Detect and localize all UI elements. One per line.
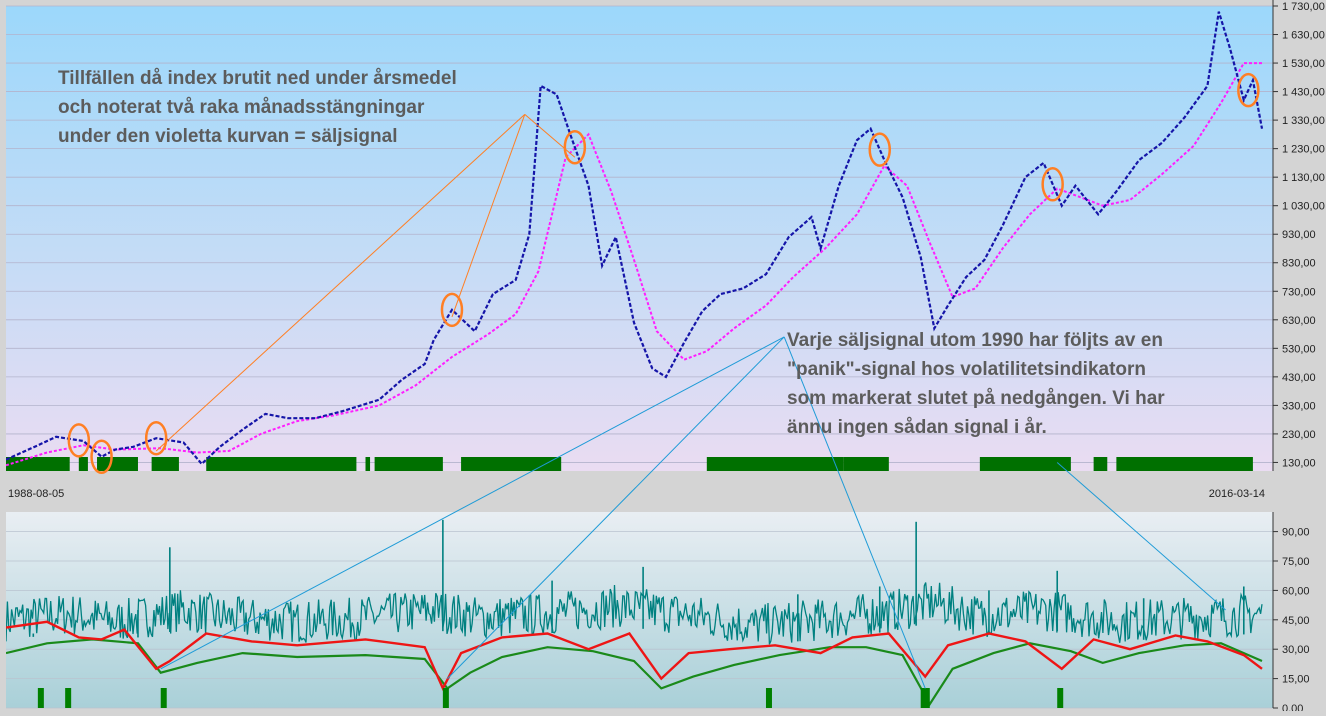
panic-pointer-line bbox=[447, 336, 785, 679]
price-tick-label: 1 330,00 bbox=[1282, 115, 1325, 127]
panic-signal-bar bbox=[65, 688, 72, 708]
green-signal-bar bbox=[1116, 457, 1253, 471]
sell-signal-markers bbox=[67, 72, 1260, 474]
volatility-series bbox=[6, 519, 1263, 707]
panic-note-line-1: Varje säljsignal utom 1990 har följts av… bbox=[787, 330, 1163, 351]
x-end-date-label: 2016-03-14 bbox=[1209, 488, 1265, 500]
green-signal-bar bbox=[365, 457, 371, 471]
sell-note-line-2: och noterat två raka månadsstängningar bbox=[58, 97, 425, 118]
price-tick-label: 1 130,00 bbox=[1282, 172, 1325, 184]
panic-signal-bar bbox=[1057, 688, 1064, 708]
price-tick-label: 430,00 bbox=[1282, 372, 1316, 384]
volatility-tick-label: 30,00 bbox=[1282, 644, 1310, 656]
sell-pointer-line bbox=[524, 114, 576, 158]
panic-signal-bar bbox=[37, 688, 44, 708]
sell-note-line-1: Tillfällen då index brutit ned under års… bbox=[58, 68, 457, 89]
sell-signal-marker bbox=[1041, 167, 1064, 202]
panic-note-line-4: ännu ingen sådan signal i år. bbox=[787, 417, 1047, 438]
sell-pointer-line bbox=[155, 114, 526, 452]
annotation-pointer-lines bbox=[155, 114, 1226, 689]
green-signal-bar bbox=[461, 457, 562, 471]
green-signal-bar bbox=[843, 457, 889, 471]
price-tick-label: 630,00 bbox=[1282, 315, 1316, 327]
price-y-axis: 1 730,00 1 630,00 1 530,00 1 430,00 1 330,00… bbox=[1272, 0, 1325, 471]
price-tick-label: 230,00 bbox=[1282, 429, 1316, 441]
price-tick-label: 1 730,00 bbox=[1282, 1, 1325, 13]
price-tick-label: 930,00 bbox=[1282, 229, 1316, 241]
panic-signal-bar bbox=[765, 688, 772, 708]
sell-signal-marker bbox=[144, 420, 168, 456]
green-signal-bar bbox=[1093, 457, 1108, 471]
green-signal-bar bbox=[6, 457, 70, 471]
price-tick-label: 330,00 bbox=[1282, 400, 1316, 412]
panic-signal-bars bbox=[37, 688, 1064, 708]
panic-signal-bar bbox=[442, 688, 449, 708]
green-signal-bar bbox=[78, 457, 88, 471]
price-panel-background bbox=[6, 6, 1273, 471]
price-tick-label: 830,00 bbox=[1282, 258, 1316, 270]
x-axis-labels: 1988-08-05 2016-03-14 bbox=[8, 488, 1265, 500]
panic-open-pointer-line bbox=[1056, 462, 1226, 611]
green-signal-bar bbox=[374, 457, 443, 471]
price-tick-label: 1 630,00 bbox=[1282, 30, 1325, 42]
sell-signal-annotation: Tillfällen då index brutit ned under års… bbox=[58, 68, 457, 147]
panic-note-line-2: "panik"-signal hos volatilitetsindikator… bbox=[787, 359, 1146, 380]
price-tick-label: 1 230,00 bbox=[1282, 144, 1325, 156]
volatility-grid bbox=[6, 531, 1273, 709]
volatility-tick-label: 45,00 bbox=[1282, 615, 1310, 627]
sell-signal-marker bbox=[440, 292, 464, 328]
price-tick-label: 730,00 bbox=[1282, 286, 1316, 298]
volatility-tick-label: 90,00 bbox=[1282, 527, 1310, 539]
price-tick-label: 1 430,00 bbox=[1282, 87, 1325, 99]
volatility-tick-label: 75,00 bbox=[1282, 556, 1310, 568]
price-tick-label: 530,00 bbox=[1282, 343, 1316, 355]
green-signal-bar bbox=[706, 457, 844, 471]
yearly-average-line bbox=[6, 62, 1262, 467]
sell-note-line-3: under den violetta kurvan = säljsignal bbox=[58, 126, 397, 147]
long-term-average-line bbox=[6, 638, 1263, 707]
price-tick-label: 1 030,00 bbox=[1282, 201, 1325, 213]
green-signal-bar bbox=[979, 457, 1071, 471]
volatility-tick-label: 15,00 bbox=[1282, 674, 1310, 686]
sell-signal-marker bbox=[67, 423, 91, 458]
volatility-tick-label: 60,00 bbox=[1282, 585, 1310, 597]
sell-signal-marker bbox=[868, 132, 891, 167]
panic-note-line-3: som markerat slutet på nedgången. Vi har bbox=[787, 388, 1165, 409]
index-line bbox=[6, 11, 1264, 466]
volatility-line bbox=[6, 582, 1263, 645]
sell-pointer-line bbox=[451, 114, 526, 318]
x-start-date-label: 1988-08-05 bbox=[8, 488, 64, 500]
sell-signal-marker bbox=[1237, 72, 1260, 108]
green-signal-bar bbox=[206, 457, 357, 471]
price-tick-label: 130,00 bbox=[1282, 457, 1316, 469]
panic-signal-bar bbox=[160, 688, 167, 708]
price-series bbox=[6, 11, 1264, 467]
volatility-tick-label: 0,00 bbox=[1282, 703, 1303, 711]
short-term-average-line bbox=[6, 620, 1263, 692]
panic-signal-annotation: Varje säljsignal utom 1990 har följts av… bbox=[787, 330, 1165, 438]
price-tick-label: 1 530,00 bbox=[1282, 58, 1325, 70]
panic-signal-bar bbox=[920, 688, 930, 708]
panic-pointer-line bbox=[783, 336, 926, 689]
sell-signal-marker bbox=[563, 129, 587, 165]
volatility-panel-background bbox=[6, 512, 1273, 708]
green-signal-bar bbox=[151, 457, 179, 471]
sell-signal-marker bbox=[90, 439, 113, 474]
volatility-y-axis: 90,00 75,00 60,00 45,00 30,00 15,00 0,00 bbox=[1272, 512, 1310, 715]
green-signal-bar bbox=[97, 457, 138, 471]
panic-pointer-line bbox=[160, 336, 785, 670]
